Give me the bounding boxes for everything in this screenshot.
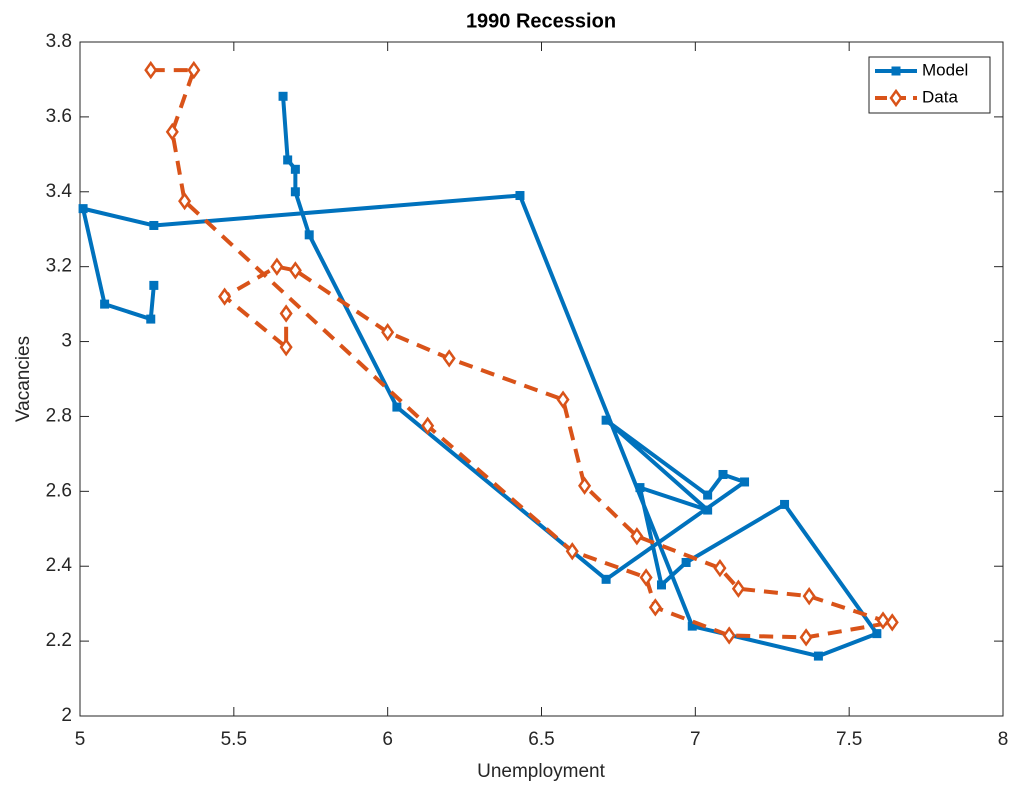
marker xyxy=(656,580,666,590)
marker xyxy=(421,416,435,435)
y-axis-label: Vacancies xyxy=(13,336,34,422)
marker xyxy=(78,204,88,214)
marker xyxy=(703,490,713,500)
marker xyxy=(290,187,300,197)
marker xyxy=(290,164,300,174)
legend-label: Data xyxy=(922,87,958,106)
y-tick-label: 2.8 xyxy=(46,405,72,426)
marker xyxy=(392,402,402,412)
legend-marker xyxy=(891,66,901,76)
y-tick-label: 3.4 xyxy=(46,181,73,202)
marker xyxy=(740,477,750,487)
marker xyxy=(876,611,890,630)
marker xyxy=(601,574,611,584)
x-tick-label: 6 xyxy=(382,729,393,750)
legend: Model Data xyxy=(868,56,991,114)
x-tick-label: 5.5 xyxy=(221,729,247,750)
marker xyxy=(288,261,302,280)
marker xyxy=(149,280,159,290)
x-tick-label: 7 xyxy=(690,729,701,750)
marker xyxy=(100,299,110,309)
marker xyxy=(279,304,293,323)
marker xyxy=(635,483,645,493)
y-tick-label: 2.2 xyxy=(46,630,72,651)
marker xyxy=(165,122,179,142)
y-tick-label: 2.4 xyxy=(46,555,73,576)
marker xyxy=(813,651,823,661)
marker xyxy=(178,191,192,211)
x-tick-label: 8 xyxy=(998,729,1009,750)
y-tick-label: 3.6 xyxy=(46,106,72,127)
marker xyxy=(799,628,813,647)
marker xyxy=(601,415,611,425)
marker xyxy=(687,621,697,631)
marker xyxy=(218,287,232,306)
marker xyxy=(703,505,713,515)
marker xyxy=(149,220,159,230)
x-tick-label: 6.5 xyxy=(528,729,554,750)
marker xyxy=(872,629,882,639)
marker xyxy=(780,499,790,509)
x-tick-label: 5 xyxy=(75,729,86,750)
marker xyxy=(278,91,288,101)
marker xyxy=(381,323,395,342)
marker xyxy=(442,349,456,368)
x-axis-label: Unemployment xyxy=(477,761,605,782)
marker xyxy=(639,568,653,587)
marker xyxy=(802,587,816,606)
y-tick-label: 3.8 xyxy=(46,31,72,52)
marker xyxy=(578,476,592,495)
marker xyxy=(681,557,691,567)
y-tick-label: 3.2 xyxy=(46,256,72,277)
marker xyxy=(144,60,158,80)
marker xyxy=(648,598,662,617)
marker xyxy=(279,338,293,357)
y-tick-label: 2 xyxy=(61,705,72,726)
plot-area xyxy=(79,41,1004,717)
marker xyxy=(630,527,644,546)
y-tick-label: 3 xyxy=(61,331,72,352)
chart-title: 1990 Recession xyxy=(466,10,616,32)
marker xyxy=(270,257,284,276)
legend-label: Model xyxy=(922,60,968,79)
marker xyxy=(556,390,570,409)
marker xyxy=(187,60,201,80)
x-tick-label: 7.5 xyxy=(836,729,862,750)
legend-marker xyxy=(889,88,903,108)
marker xyxy=(565,542,579,561)
y-tick-label: 2.6 xyxy=(46,480,72,501)
marker xyxy=(713,558,727,578)
marker xyxy=(515,191,525,201)
marker xyxy=(722,626,736,645)
marker xyxy=(731,579,745,598)
marker xyxy=(283,155,293,165)
marker xyxy=(304,230,314,240)
marker xyxy=(718,469,728,479)
legend-box xyxy=(868,56,991,114)
marker xyxy=(146,314,156,324)
